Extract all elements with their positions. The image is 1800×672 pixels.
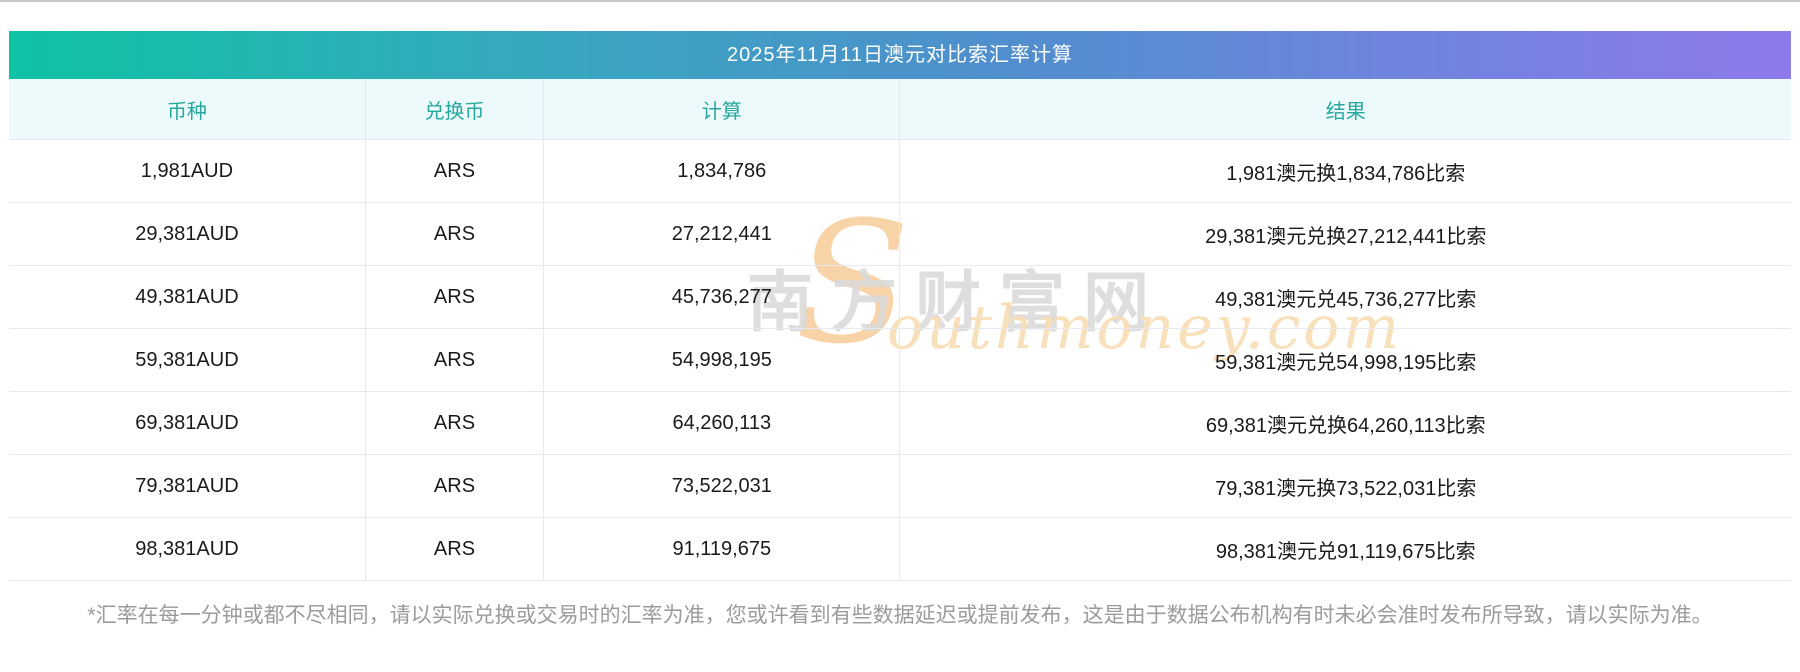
table-row: 49,381AUD ARS 45,736,277 49,381澳元兑45,736… <box>9 265 1791 329</box>
cell-unit: ARS <box>365 265 545 329</box>
cell-calc: 1,834,786 <box>543 139 901 203</box>
column-header-exchange: 兑换币 <box>365 79 545 140</box>
cell-calc: 91,119,675 <box>543 517 901 581</box>
cell-amount: 1,981AUD <box>9 139 366 203</box>
cell-result: 49,381澳元兑45,736,277比索 <box>899 265 1791 329</box>
column-header-result: 结果 <box>899 79 1791 140</box>
cell-unit: ARS <box>365 391 545 455</box>
cell-unit: ARS <box>365 139 545 203</box>
cell-amount: 98,381AUD <box>9 517 366 581</box>
cell-calc: 54,998,195 <box>543 328 901 392</box>
table-row: 1,981AUD ARS 1,834,786 1,981澳元换1,834,786… <box>9 139 1791 203</box>
cell-unit: ARS <box>365 202 545 266</box>
cell-calc: 45,736,277 <box>543 265 901 329</box>
table-row: 98,381AUD ARS 91,119,675 98,381澳元兑91,119… <box>9 517 1791 581</box>
cell-amount: 59,381AUD <box>9 328 366 392</box>
rate-disclaimer-note: *汇率在每一分钟或都不尽相同，请以实际兑换或交易时的汇率为准，您或许看到有些数据… <box>87 604 1713 627</box>
cell-unit: ARS <box>365 517 545 581</box>
cell-calc: 64,260,113 <box>543 391 901 455</box>
cell-result: 69,381澳元兑换64,260,113比索 <box>899 391 1791 455</box>
cell-amount: 29,381AUD <box>9 202 366 266</box>
rate-table-container: 2025年11月11日澳元对比索汇率计算 S 南方财富网 outhmoney.c… <box>9 31 1791 581</box>
page-title: 2025年11月11日澳元对比索汇率计算 <box>9 31 1791 79</box>
cell-calc: 27,212,441 <box>543 202 901 266</box>
cell-unit: ARS <box>365 328 545 392</box>
column-header-calc: 计算 <box>543 79 901 140</box>
cell-unit: ARS <box>365 454 545 518</box>
cell-result: 79,381澳元换73,522,031比索 <box>899 454 1791 518</box>
cell-result: 1,981澳元换1,834,786比索 <box>899 139 1791 203</box>
column-header-currency: 币种 <box>9 79 366 140</box>
table-row: 59,381AUD ARS 54,998,195 59,381澳元兑54,998… <box>9 328 1791 392</box>
table-row: 29,381AUD ARS 27,212,441 29,381澳元兑换27,21… <box>9 202 1791 266</box>
cell-result: 98,381澳元兑91,119,675比索 <box>899 517 1791 581</box>
cell-amount: 79,381AUD <box>9 454 366 518</box>
cell-amount: 49,381AUD <box>9 265 366 329</box>
cell-calc: 73,522,031 <box>543 454 901 518</box>
top-edge-line <box>0 0 1800 2</box>
table-row: 79,381AUD ARS 73,522,031 79,381澳元换73,522… <box>9 454 1791 518</box>
cell-amount: 69,381AUD <box>9 391 366 455</box>
table-row: 69,381AUD ARS 64,260,113 69,381澳元兑换64,26… <box>9 391 1791 455</box>
cell-result: 29,381澳元兑换27,212,441比索 <box>899 202 1791 266</box>
cell-result: 59,381澳元兑54,998,195比索 <box>899 328 1791 392</box>
table-header-row: 币种 兑换币 计算 结果 <box>9 79 1791 140</box>
exchange-rate-table: 币种 兑换币 计算 结果 1,981AUD ARS 1,834,786 1,98… <box>9 79 1791 581</box>
